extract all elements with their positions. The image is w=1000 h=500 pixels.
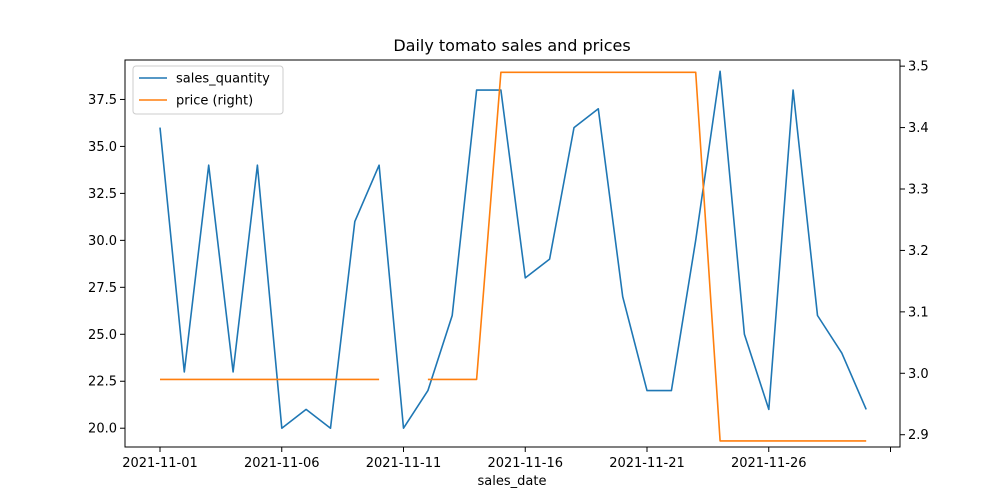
x-tick-label: 2021-11-01 <box>122 456 198 471</box>
series-line-0 <box>159 70 867 429</box>
y-left-tick-label: 27.5 <box>88 281 117 296</box>
plot-series <box>159 70 867 442</box>
y-right-tick-label: 2.9 <box>908 428 929 443</box>
y-left-tick-label: 22.5 <box>88 375 117 390</box>
x-tick-label: 2021-11-06 <box>244 456 320 471</box>
x-tick-label: 2021-11-26 <box>731 456 807 471</box>
legend-label: sales_quantity <box>176 72 270 87</box>
y-right-tick-label: 3.2 <box>908 244 929 259</box>
y-right-tick-label: 3.1 <box>908 305 929 320</box>
legend-box <box>132 65 284 115</box>
y-left-tick-label: 32.5 <box>88 187 117 202</box>
x-tick-label: 2021-11-11 <box>366 456 442 471</box>
x-tick-label: 2021-11-16 <box>487 456 563 471</box>
y-right-tick-label: 3.0 <box>908 367 929 382</box>
chart-title: Daily tomato sales and prices <box>393 36 630 55</box>
y-axis-right: 2.9 3.0 3.1 3.2 3.3 3.4 3.5 <box>900 60 929 443</box>
y-axis-left: 20.0 22.5 25.0 27.5 30.0 32.5 35.0 37.5 <box>88 93 125 437</box>
y-left-tick-label: 30.0 <box>88 234 117 249</box>
y-right-tick-label: 3.3 <box>908 183 929 198</box>
y-left-tick-label: 25.0 <box>88 328 117 343</box>
y-right-tick-label: 3.5 <box>908 60 929 75</box>
y-left-tick-label: 35.0 <box>88 140 117 155</box>
x-axis-label: sales_date <box>478 474 547 489</box>
y-right-tick-label: 3.4 <box>908 121 929 136</box>
legend-label: price (right) <box>176 94 253 109</box>
y-left-tick-label: 20.0 <box>88 422 117 437</box>
x-axis: 2021-11-01 2021-11-06 2021-11-11 2021-11-16… <box>122 447 891 471</box>
series-line-1 <box>160 71 867 442</box>
plot-frame <box>124 59 901 448</box>
y-left-tick-label: 37.5 <box>88 93 117 108</box>
x-tick-label: 2021-11-21 <box>609 456 685 471</box>
